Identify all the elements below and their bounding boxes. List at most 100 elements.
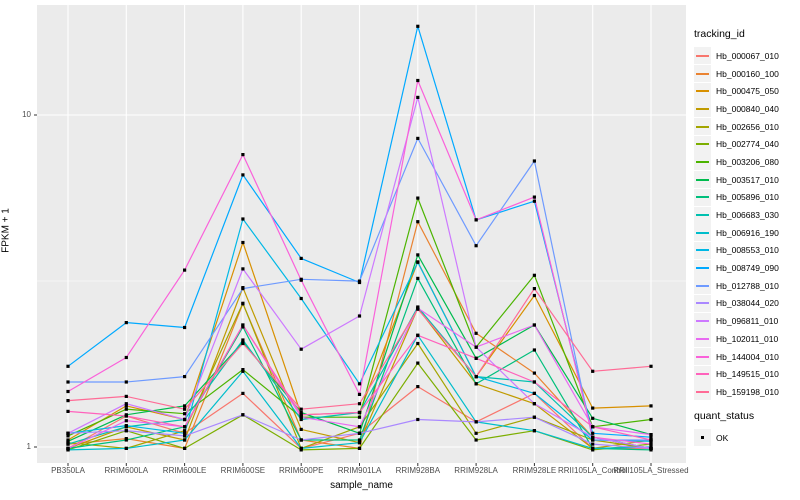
panel-background (37, 5, 686, 463)
data-point (532, 287, 536, 291)
data-point (299, 347, 303, 351)
data-point (416, 341, 420, 346)
data-point (183, 325, 187, 330)
data-point (649, 404, 653, 408)
series-color-swatch (696, 54, 709, 57)
data-point (357, 431, 362, 435)
data-point (591, 446, 595, 450)
data-point (532, 199, 536, 203)
data-point (591, 416, 595, 420)
data-point (183, 431, 187, 435)
data-point (474, 431, 478, 435)
series-color-swatch (696, 214, 709, 217)
data-point (649, 417, 653, 422)
data-point (649, 433, 653, 437)
data-point (241, 287, 245, 291)
data-point (299, 296, 303, 301)
legend-label: Hb_096811_010 (716, 316, 779, 327)
legend-label: Hb_102011_010 (716, 333, 779, 344)
legend-item-Hb_008749_090: Hb_008749_090 (694, 259, 798, 277)
legend-key (694, 259, 711, 277)
data-point (416, 95, 420, 99)
data-point (124, 414, 128, 418)
data-point (416, 78, 420, 83)
data-point (532, 159, 536, 163)
legend-key (694, 224, 711, 242)
legend-key (694, 82, 711, 100)
data-point (357, 314, 362, 318)
legend-key (694, 100, 711, 118)
data-point (532, 402, 536, 406)
data-point (299, 278, 303, 282)
data-point (416, 196, 420, 200)
data-point (241, 153, 245, 157)
data-point (474, 345, 478, 349)
series-color-swatch (696, 72, 709, 75)
y-tick-label: 10 (22, 110, 31, 119)
data-point (591, 369, 595, 373)
legend-label: Hb_006683_030 (716, 210, 779, 221)
data-point (416, 260, 420, 264)
legend-label: Hb_000067_010 (716, 50, 779, 61)
legend-item-Hb_038044_020: Hb_038044_020 (694, 294, 798, 313)
series-color-swatch (696, 125, 709, 128)
legend-key (694, 312, 711, 330)
data-point (299, 413, 303, 417)
data-point (532, 195, 536, 199)
legend-item-Hb_006683_030: Hb_006683_030 (694, 206, 798, 224)
data-point (416, 253, 420, 257)
data-point (416, 361, 420, 365)
legend-item-Hb_012788_010: Hb_012788_010 (694, 277, 798, 295)
data-point (474, 244, 478, 248)
data-point (357, 446, 362, 450)
x-tick-label: RRIM600LE (162, 466, 207, 475)
series-color-swatch (696, 355, 709, 358)
legend-item-Hb_159198_010: Hb_159198_010 (694, 383, 798, 401)
data-point (299, 415, 303, 419)
legend-title-tracking-id: tracking_id (694, 28, 745, 40)
data-point (416, 276, 420, 280)
series-color-swatch (696, 143, 709, 146)
data-point (183, 407, 187, 411)
legend-label: Hb_008553_010 (716, 245, 779, 256)
data-point (124, 404, 128, 408)
legend-label: Hb_008749_090 (716, 263, 779, 274)
data-point (183, 375, 187, 379)
data-point (183, 429, 187, 433)
quant-status-block: quant_status OK (694, 410, 798, 447)
data-point (183, 417, 187, 422)
data-point (649, 442, 653, 446)
data-point (591, 442, 595, 446)
data-point (474, 331, 478, 335)
legend-item-Hb_002656_010: Hb_002656_010 (694, 118, 798, 136)
series-color-swatch (696, 320, 709, 323)
series-color-swatch (696, 302, 709, 305)
data-point (357, 425, 362, 429)
data-point (532, 429, 536, 433)
data-point (124, 402, 128, 406)
data-point (124, 446, 128, 450)
data-point (241, 240, 245, 245)
legend-title-quant-status: quant_status (694, 409, 755, 422)
x-tick-label: RRII105LA_Stressed (613, 466, 689, 475)
data-point (416, 417, 420, 422)
data-point (241, 391, 245, 395)
legend-item-Hb_000840_040: Hb_000840_040 (694, 100, 798, 118)
data-point (591, 435, 595, 439)
legend-key (694, 153, 711, 171)
data-point (124, 438, 128, 442)
legend-key (694, 65, 711, 83)
data-point (66, 431, 70, 435)
legend-key (694, 365, 711, 383)
data-point (241, 413, 245, 417)
legend-label: Hb_149515_010 (716, 369, 779, 380)
data-point (241, 301, 245, 305)
legend-key (694, 241, 711, 259)
legend-item-Hb_000067_010: Hb_000067_010 (694, 47, 798, 65)
data-point (416, 307, 420, 311)
data-point (66, 399, 70, 403)
legend-label: Hb_000475_050 (716, 86, 779, 97)
legend-label: Hb_000160_100 (716, 68, 779, 79)
x-tick-label: RRIM901LA (337, 466, 382, 475)
data-point (124, 394, 128, 398)
